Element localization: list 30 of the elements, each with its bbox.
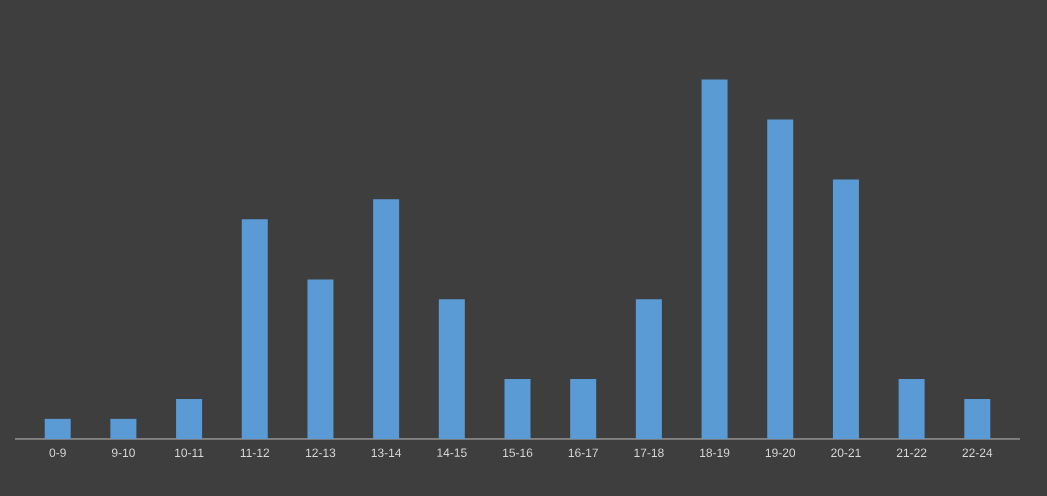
bar [438,299,465,439]
x-tick-label: 17-18 [634,448,664,458]
x-tick-label: 10-11 [175,448,204,458]
bar [635,299,662,439]
x-tick-label: 9-10 [111,448,135,458]
x-tick-label: 21-22 [896,448,927,457]
bar [767,119,794,439]
x-tick-label: 0-9 [49,448,66,458]
x-tick-label: 16-17 [568,448,598,458]
x-tick-label: 20-21 [831,448,861,458]
x-tick-label: 12-13 [306,448,336,458]
x-tick-label: 13-14 [371,448,402,458]
bar [701,79,728,439]
bar [176,399,203,439]
x-tick-label: 15-16 [503,448,533,458]
bar [898,378,925,439]
bar [110,418,137,439]
bar [832,179,859,439]
bar [570,378,597,439]
bar [504,378,531,439]
x-tick-label: 11-12 [240,448,270,457]
x-tick-label: 19-20 [765,448,796,458]
x-tick-label: 22-24 [962,448,993,457]
bar [307,279,334,439]
x-tick-label: 18-19 [700,448,730,458]
bar [44,418,71,439]
bar [241,219,268,439]
bar [964,399,991,439]
x-tick-label: 14-15 [437,448,467,457]
bar [373,199,400,439]
